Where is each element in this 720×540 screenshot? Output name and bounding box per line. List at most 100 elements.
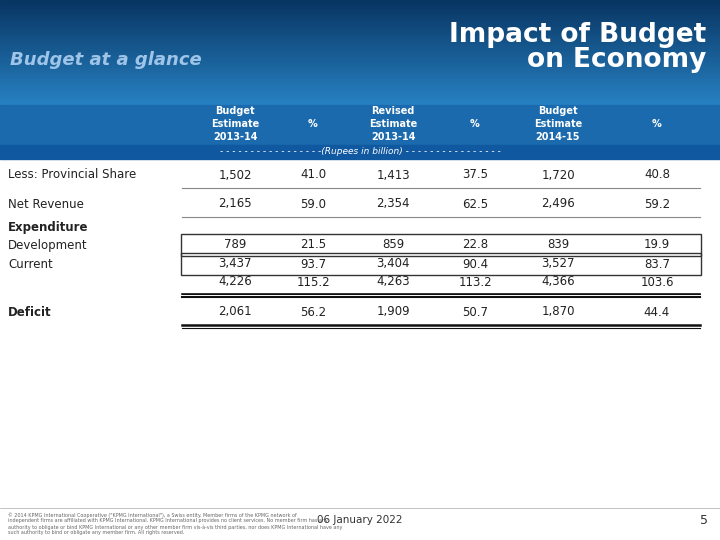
Bar (0, 42, 720, 43)
Bar (0, 55, 720, 57)
Bar (0, 70, 720, 71)
Bar (0, 8, 720, 9)
Text: Expenditure: Expenditure (8, 220, 89, 233)
Bar (0, 5, 720, 6)
Text: authority to obligate or bind KPMG International or any other member firm vis-à-: authority to obligate or bind KPMG Inter… (8, 524, 343, 530)
Bar (0, 3, 720, 4)
Bar (0, 4, 720, 5)
Text: 5: 5 (700, 514, 708, 526)
Text: 103.6: 103.6 (640, 275, 674, 288)
Bar (0, 104, 720, 105)
Bar (0, 43, 720, 45)
Bar (0, 58, 720, 59)
Text: 1,909: 1,909 (376, 306, 410, 319)
Text: 37.5: 37.5 (462, 168, 488, 181)
Bar (0, 145, 720, 159)
Bar (0, 103, 720, 104)
Bar (0, 59, 720, 60)
Text: 59.2: 59.2 (644, 198, 670, 211)
Bar (0, 100, 720, 101)
Bar (0, 52, 720, 54)
Bar (0, 75, 720, 76)
Bar (0, 0, 720, 1)
Bar (0, 36, 720, 37)
Bar (0, 31, 720, 33)
Text: 56.2: 56.2 (300, 306, 326, 319)
Bar (0, 33, 720, 34)
Bar (0, 72, 720, 73)
Bar (0, 26, 720, 28)
Bar (0, 88, 720, 89)
Bar (0, 97, 720, 98)
Bar (0, 54, 720, 55)
Text: Development: Development (8, 239, 88, 252)
Bar (0, 76, 720, 77)
Text: 59.0: 59.0 (300, 198, 326, 211)
Bar (0, 91, 720, 92)
Bar (0, 80, 720, 82)
Text: 4,366: 4,366 (541, 275, 575, 288)
Text: 4,226: 4,226 (218, 275, 252, 288)
Text: 40.8: 40.8 (644, 168, 670, 181)
Bar (0, 29, 720, 30)
Text: 839: 839 (547, 239, 569, 252)
Text: on Economy: on Economy (526, 47, 706, 73)
Bar (0, 46, 720, 47)
Bar (0, 101, 720, 103)
Text: 4,263: 4,263 (376, 275, 410, 288)
Bar (0, 30, 720, 31)
Text: 1,870: 1,870 (541, 306, 575, 319)
Text: Revised
Estimate
2013-14: Revised Estimate 2013-14 (369, 106, 417, 142)
Bar (0, 15, 720, 16)
Text: 859: 859 (382, 239, 404, 252)
Bar (0, 63, 720, 64)
Bar (0, 40, 720, 42)
Text: 3,404: 3,404 (377, 258, 410, 271)
Bar (0, 47, 720, 49)
Bar (0, 89, 720, 91)
Text: 1,720: 1,720 (541, 168, 575, 181)
Bar (0, 28, 720, 29)
Bar (0, 85, 720, 86)
Text: - - - - - - - - - - - - - - - - -(Rupees in billion) - - - - - - - - - - - - - -: - - - - - - - - - - - - - - - - -(Rupees… (220, 147, 500, 157)
Bar (0, 86, 720, 88)
Bar (0, 22, 720, 24)
Text: 50.7: 50.7 (462, 306, 488, 319)
Bar (0, 10, 720, 12)
Text: Less: Provincial Share: Less: Provincial Share (8, 168, 136, 181)
Bar (0, 34, 720, 36)
Bar (0, 12, 720, 13)
Bar (0, 105, 720, 145)
Text: Deficit: Deficit (8, 306, 52, 319)
Text: 41.0: 41.0 (300, 168, 326, 181)
Bar (0, 62, 720, 63)
Text: %: % (470, 119, 480, 129)
Text: 2,165: 2,165 (218, 198, 252, 211)
Text: Budget
Estimate
2014-15: Budget Estimate 2014-15 (534, 106, 582, 142)
Text: %: % (652, 119, 662, 129)
Text: 115.2: 115.2 (296, 275, 330, 288)
Text: 44.4: 44.4 (644, 306, 670, 319)
Text: %: % (308, 119, 318, 129)
Text: 90.4: 90.4 (462, 258, 488, 271)
Bar (181, 253, 701, 275)
Bar (0, 38, 720, 39)
Bar (0, 98, 720, 100)
Text: 3,527: 3,527 (541, 258, 575, 271)
Text: Net Revenue: Net Revenue (8, 198, 84, 211)
Text: 93.7: 93.7 (300, 258, 326, 271)
Bar (0, 19, 720, 21)
Bar (0, 93, 720, 94)
Bar (0, 25, 720, 26)
Text: 62.5: 62.5 (462, 198, 488, 211)
Text: 1,502: 1,502 (218, 168, 252, 181)
Bar (0, 24, 720, 25)
Bar (0, 45, 720, 46)
Bar (0, 37, 720, 38)
Text: Budget at a glance: Budget at a glance (10, 51, 202, 69)
Bar (0, 60, 720, 62)
Text: Current: Current (8, 258, 53, 271)
Text: 113.2: 113.2 (458, 275, 492, 288)
Text: 3,437: 3,437 (218, 258, 252, 271)
Text: 2,354: 2,354 (377, 198, 410, 211)
